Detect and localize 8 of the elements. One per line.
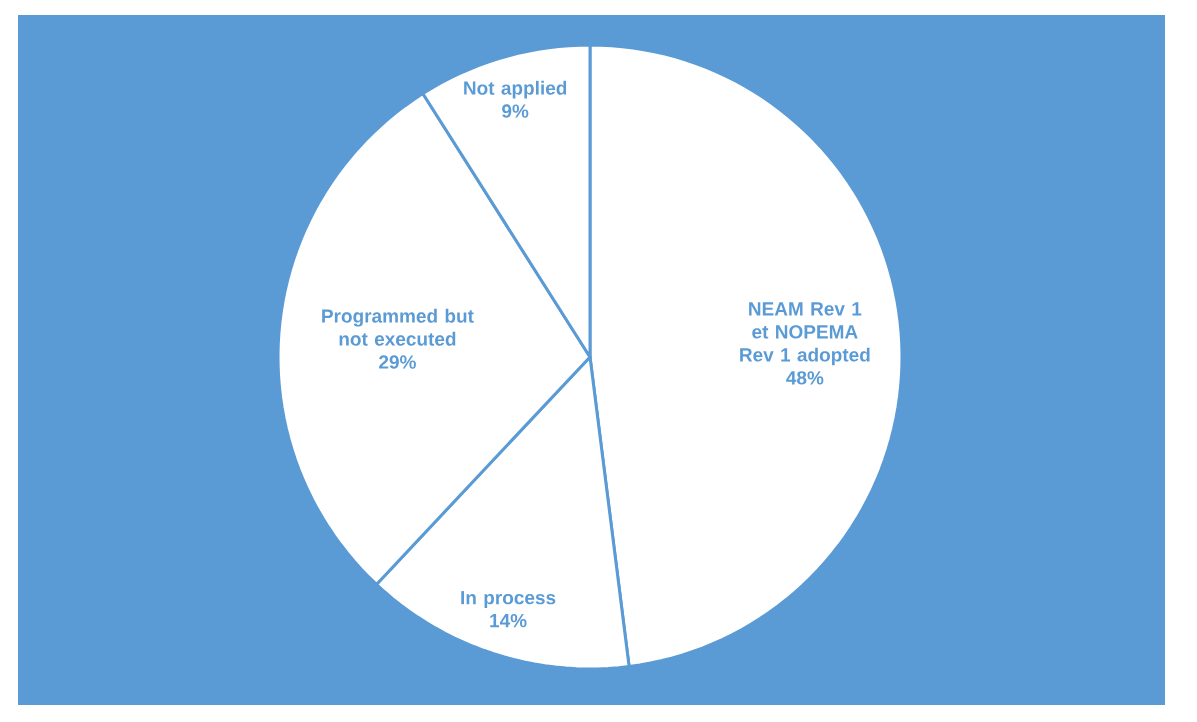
data-label: 14%	[490, 613, 527, 628]
slice-label: Not applied	[464, 80, 567, 99]
data-label: 29%	[379, 355, 416, 369]
slice-label: Programmed but not executed	[322, 308, 474, 346]
data-label: 9%	[502, 104, 529, 118]
slice-label: In process	[461, 591, 556, 609]
data-label: 48%	[786, 371, 824, 385]
slice-label: NEAM Rev 1 et NOPEMA Rev 1 adopted	[740, 302, 870, 366]
